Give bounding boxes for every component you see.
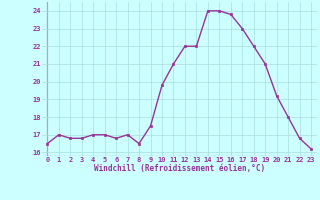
X-axis label: Windchill (Refroidissement éolien,°C): Windchill (Refroidissement éolien,°C) (94, 164, 265, 173)
